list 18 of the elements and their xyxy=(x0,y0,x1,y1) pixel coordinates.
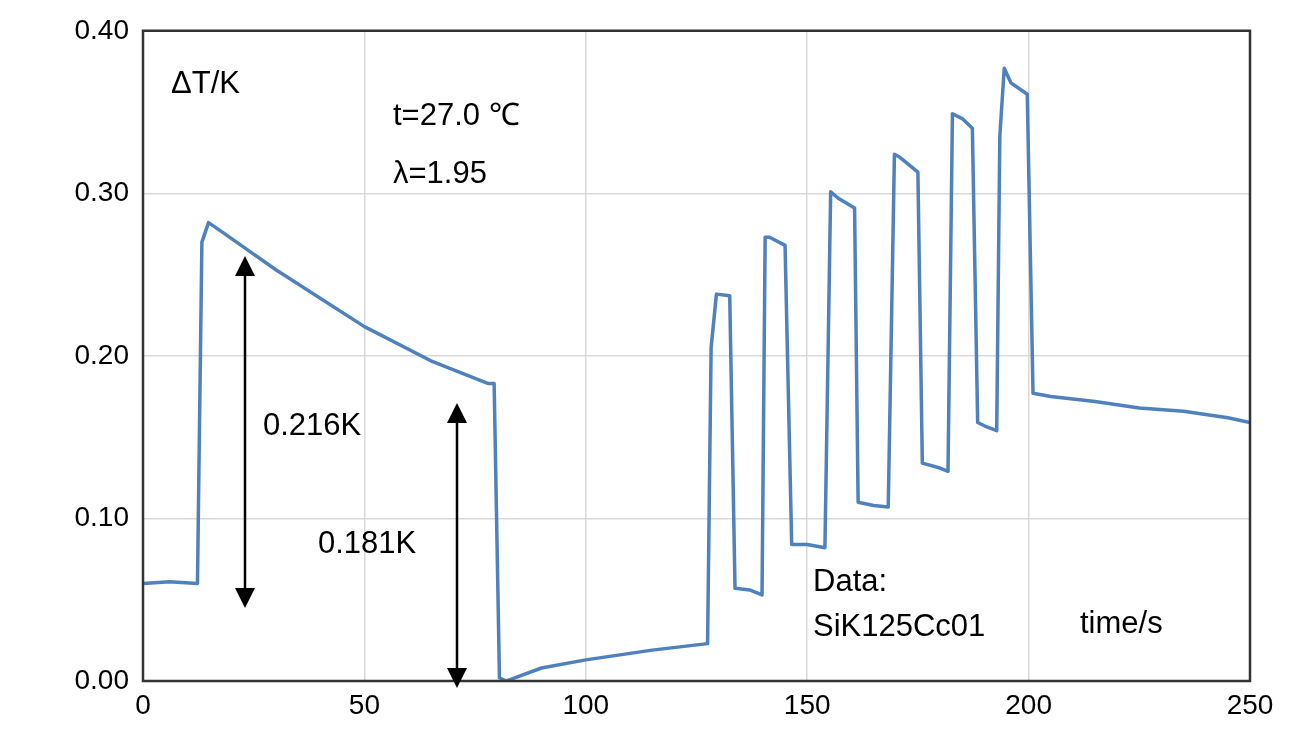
y-axis-title: ΔT/K xyxy=(171,63,240,102)
annotation: λ=1.95 xyxy=(393,153,487,192)
y-tick-label: 0.40 xyxy=(74,13,129,45)
annotation: t=27.0 ℃ xyxy=(393,95,520,134)
annotation: Data: SiK125Cc01 xyxy=(813,561,986,645)
x-axis-title: time/s xyxy=(1080,604,1163,642)
y-tick-label: 0.00 xyxy=(74,663,129,695)
x-tick-label: 250 xyxy=(1226,688,1274,720)
x-tick-label: 200 xyxy=(1005,688,1052,720)
x-tick-label: 0 xyxy=(135,688,151,720)
x-tick-label: 150 xyxy=(783,688,831,720)
annotation: 0.181K xyxy=(318,523,417,562)
x-tick-label: 100 xyxy=(562,688,610,720)
x-tick-label: 50 xyxy=(348,688,380,720)
y-tick-label: 0.30 xyxy=(74,176,129,208)
y-tick-label: 0.10 xyxy=(74,501,129,533)
annotation: 0.216K xyxy=(263,405,362,444)
y-tick-label: 0.20 xyxy=(74,338,129,370)
